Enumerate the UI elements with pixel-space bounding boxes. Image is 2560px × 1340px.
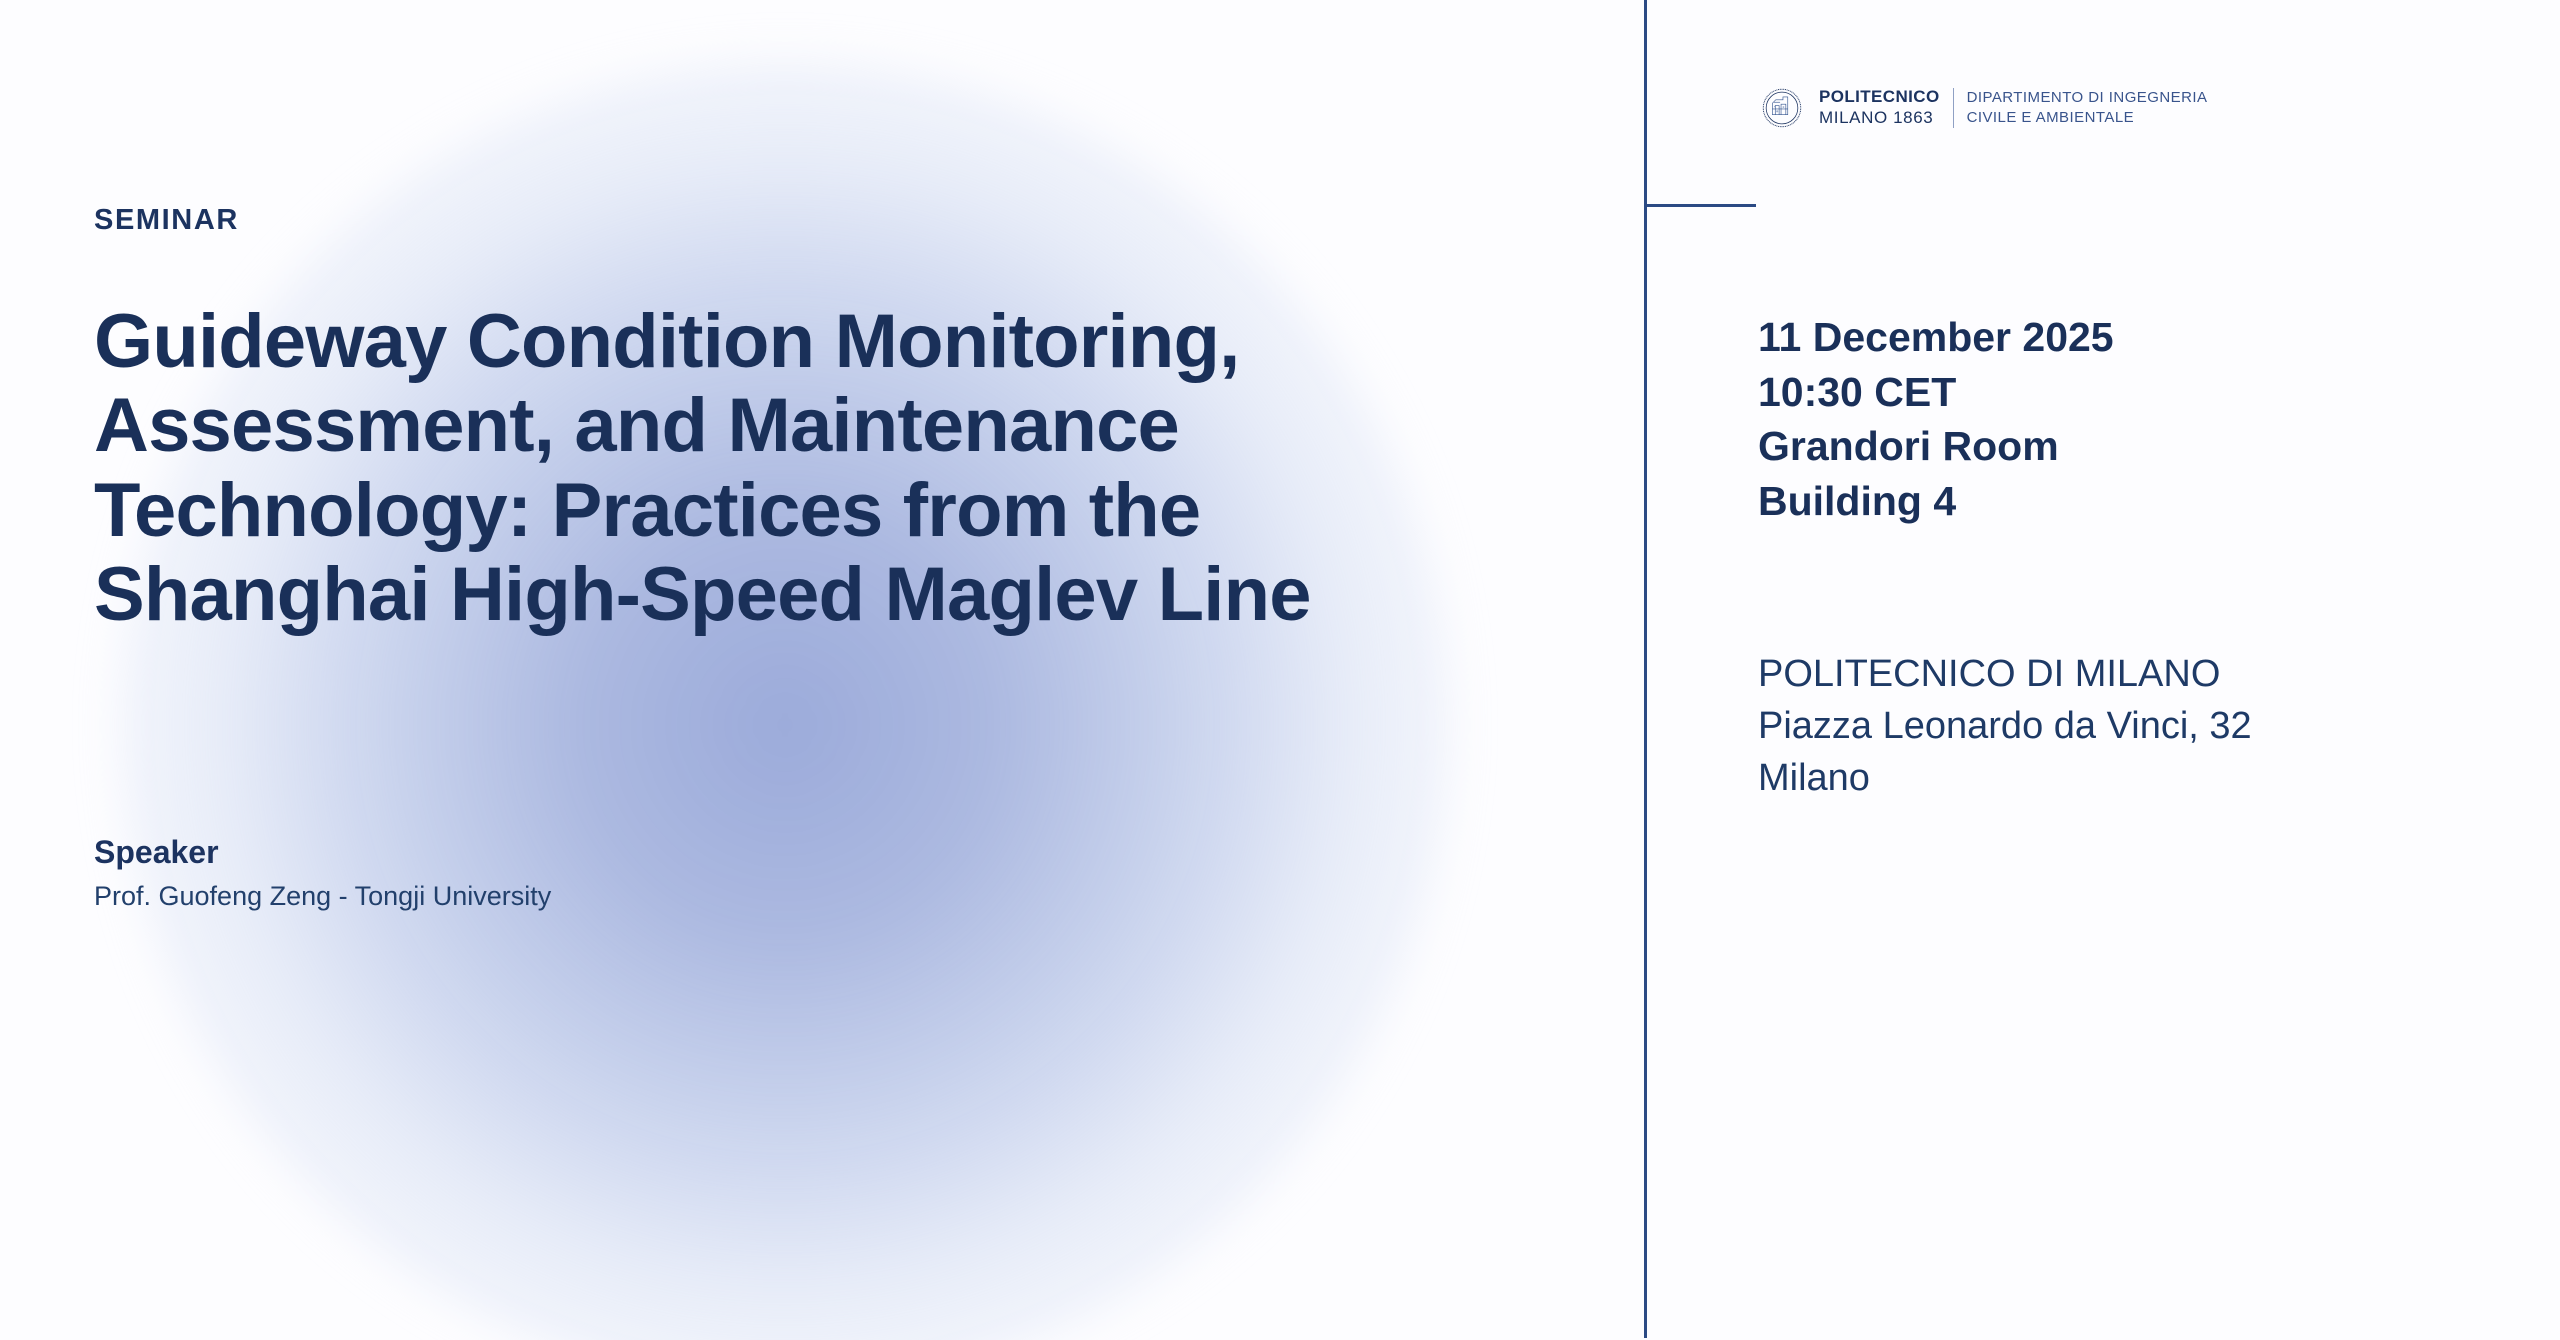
department-name-line2: CIVILE E AMBIENTALE [1966,109,2135,126]
venue-city: Milano [1758,757,1870,800]
vertical-divider [1644,0,1647,1338]
event-building: Building 4 [1758,477,1957,524]
left-content-column: SEMINAR Guideway Condition Monitoring, A… [94,0,1574,1340]
right-info-column: POLITECNICO MILANO 1863 DIPARTIMENTO DI … [1758,0,2558,1340]
venue-address-block: POLITECNICO DI MILANO Piazza Leonardo da… [1758,648,2252,804]
institution-name-line2: MILANO 1863 [1819,108,1934,127]
logo-text-group: POLITECNICO MILANO 1863 DIPARTIMENTO DI … [1819,87,2207,128]
logo-separator [1952,88,1954,128]
venue-street: Piazza Leonardo da Vinci, 32 [1758,705,2252,748]
page-title-line: Technology: Practices from the [94,467,1201,553]
institution-name: POLITECNICO MILANO 1863 [1819,87,1940,128]
event-details-block: 11 December 2025 10:30 CET Grandori Room… [1758,310,2114,528]
politecnico-logo-lockup: POLITECNICO MILANO 1863 DIPARTIMENTO DI … [1758,84,2207,132]
event-room: Grandori Room [1758,423,2059,470]
speaker-block: Speaker Prof. Guofeng Zeng - Tongji Univ… [94,832,551,914]
speaker-name: Prof. Guofeng Zeng - Tongji University [94,881,552,911]
event-type-kicker: SEMINAR [94,204,239,236]
department-name: DIPARTIMENTO DI INGEGNERIA CIVILE E AMBI… [1967,88,2208,128]
event-time: 10:30 CET [1758,368,1957,415]
institution-name-line1: POLITECNICO [1819,87,1940,107]
venue-institution: POLITECNICO DI MILANO [1758,653,2221,695]
horizontal-divider [1644,204,1756,207]
page-title-line: Guideway Condition Monitoring, [94,299,1240,384]
event-date: 11 December 2025 [1758,314,2114,360]
page-title-line: Assessment, and Maintenance [94,383,1180,469]
department-name-line1: DIPARTIMENTO DI INGEGNERIA [1966,89,2208,107]
speaker-label: Speaker [94,834,219,870]
politecnico-seal-icon [1762,88,1802,128]
page-title: Guideway Condition Monitoring, Assessmen… [94,299,1614,638]
page-title-line: Shanghai High-Speed Maglev Line [94,552,1312,638]
